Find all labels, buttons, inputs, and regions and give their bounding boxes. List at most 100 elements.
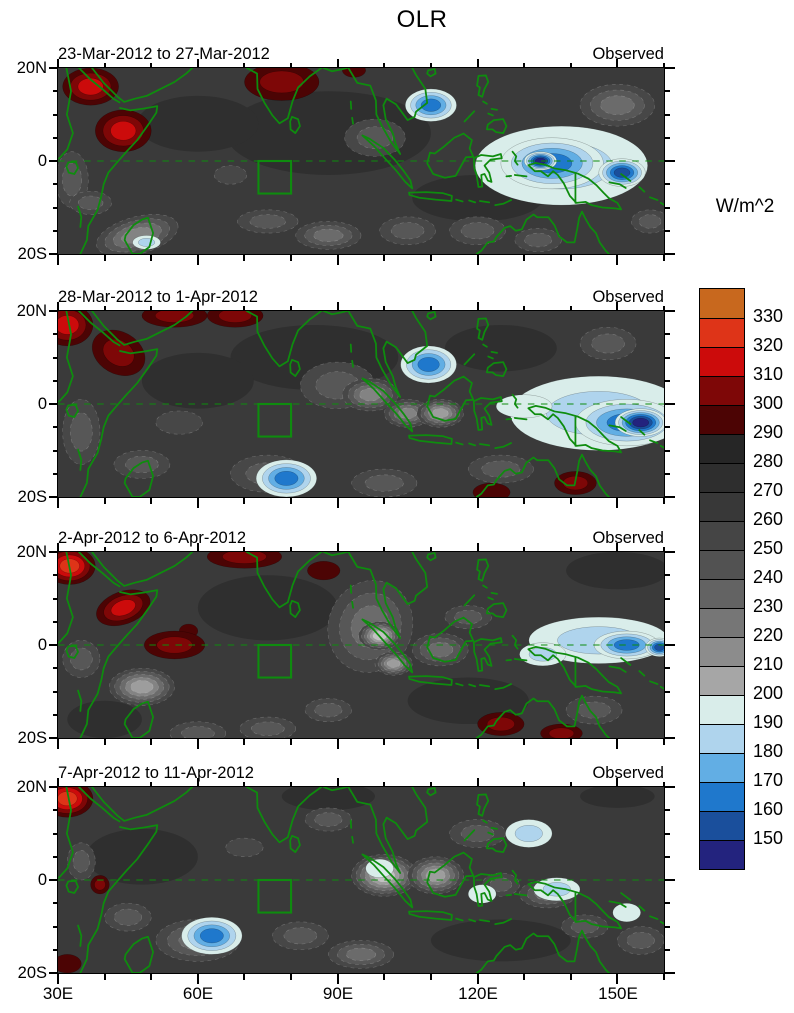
axis-tick xyxy=(49,786,58,788)
low-olr-region xyxy=(613,639,640,651)
coastline xyxy=(322,552,348,557)
coastline xyxy=(455,917,464,922)
coastline xyxy=(426,552,437,562)
axis-tick xyxy=(196,543,199,552)
olr-contour-region xyxy=(77,195,104,211)
olr-contour-region xyxy=(250,721,285,736)
axis-tick xyxy=(383,306,386,311)
coastline xyxy=(91,311,194,346)
coastline xyxy=(485,118,508,134)
coastline xyxy=(455,198,464,203)
coastline xyxy=(91,787,194,822)
coastline xyxy=(620,892,632,901)
colorbar-label-200: 200 xyxy=(753,683,784,703)
axis-tick xyxy=(57,543,59,552)
axis-tick xyxy=(523,738,526,745)
coastline xyxy=(608,900,627,908)
coastline xyxy=(77,689,83,712)
coastline xyxy=(65,161,79,175)
axis-tick xyxy=(429,63,432,68)
axis-tick xyxy=(616,543,619,552)
coastline xyxy=(245,311,323,368)
axis-tick xyxy=(476,254,479,265)
coastline xyxy=(468,918,477,923)
axis-tick xyxy=(57,254,59,265)
colorbar-segment xyxy=(700,753,744,782)
high-olr-region xyxy=(94,878,106,891)
coastline xyxy=(463,353,476,366)
colorbar-segment xyxy=(700,492,744,521)
axis-tick xyxy=(150,782,153,787)
coastline xyxy=(351,116,354,125)
axis-tick xyxy=(616,738,619,749)
index-region-box xyxy=(257,159,293,195)
axis-tick xyxy=(569,738,572,745)
axis-tick xyxy=(523,306,526,311)
axis-tick xyxy=(664,644,675,646)
coastline xyxy=(65,404,79,418)
colorbar-segment xyxy=(700,579,744,608)
olr-contour-region xyxy=(489,877,513,892)
olr-contour-region xyxy=(638,214,662,229)
colorbar-label-220: 220 xyxy=(753,625,784,645)
coastline xyxy=(620,657,632,666)
coastline xyxy=(476,558,490,582)
axis-tick xyxy=(53,902,58,905)
colorbar-segment xyxy=(700,695,744,724)
high-olr-region xyxy=(307,561,341,581)
coastline xyxy=(487,831,494,836)
axis-tick xyxy=(663,306,665,311)
axis-tick xyxy=(49,253,58,255)
axis-tick xyxy=(243,63,246,68)
olr-contour-map-4 xyxy=(58,787,664,973)
coastline xyxy=(476,74,490,98)
coastline xyxy=(65,880,79,894)
axis-tick xyxy=(150,63,153,68)
coastline xyxy=(649,196,659,201)
low-olr-region xyxy=(199,928,224,944)
axis-tick xyxy=(53,206,58,209)
axis-tick xyxy=(664,597,671,600)
coastline xyxy=(79,105,159,254)
x-axis-label-150e: 150E xyxy=(598,984,638,1003)
coastline xyxy=(426,851,475,898)
coastline xyxy=(485,602,508,618)
axis-tick xyxy=(664,379,671,382)
axis-tick xyxy=(57,302,59,311)
axis-tick xyxy=(53,690,58,693)
colorbar-label-170: 170 xyxy=(753,770,784,790)
axis-tick xyxy=(103,547,106,552)
axis-tick xyxy=(664,620,671,623)
coastline xyxy=(513,417,528,421)
coastline xyxy=(91,68,194,103)
axis-tick xyxy=(664,229,671,232)
axis-tick xyxy=(53,948,58,951)
coastline xyxy=(482,343,488,348)
olr-contour-region xyxy=(524,232,553,248)
axis-tick xyxy=(569,497,572,504)
axis-tick xyxy=(196,497,199,508)
coastline xyxy=(649,439,659,444)
olr-contour-region xyxy=(481,460,521,478)
high-olr-region xyxy=(102,339,135,367)
coastline xyxy=(511,150,519,166)
axis-tick xyxy=(523,547,526,552)
coastline xyxy=(58,311,74,403)
axis-tick xyxy=(664,90,671,93)
axis-tick xyxy=(663,497,665,504)
axis-tick xyxy=(429,547,432,552)
coastline xyxy=(361,853,414,909)
axis-tick xyxy=(664,183,671,186)
high-olr-region xyxy=(486,716,515,732)
axis-tick xyxy=(664,113,671,116)
axis-tick xyxy=(290,63,293,68)
axis-tick xyxy=(150,973,153,980)
coastline xyxy=(472,153,503,188)
axis-tick xyxy=(196,738,199,749)
colorbar-segment xyxy=(700,376,744,405)
colorbar-label-160: 160 xyxy=(753,799,784,819)
axis-tick xyxy=(663,63,665,68)
coastline xyxy=(649,915,659,920)
axis-tick xyxy=(150,547,153,552)
olr-contour-region xyxy=(431,408,449,419)
